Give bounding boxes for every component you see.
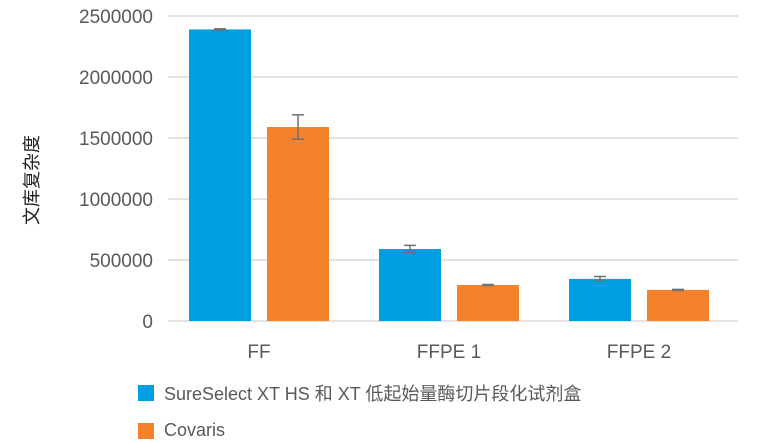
y-axis-label: 文库复杂度 [22,135,42,225]
y-tick-label: 1500000 [79,129,153,150]
bar [379,249,441,321]
gridlines [168,15,738,322]
y-axis-ticks: 0 500000 1000000 1500000 2000000 2500000 [79,7,153,333]
y-tick-label: 1000000 [79,190,153,211]
legend-item-covaris: Covaris [138,420,225,441]
bar [569,278,631,321]
legend-item-sureselect: SureSelect XT HS 和 XT 低起始量酶切片段化试剂盒 [138,380,581,406]
y-tick-label: 500000 [90,251,153,272]
bar [267,127,329,322]
bar [457,285,519,321]
x-category-label: FFPE 2 [607,342,671,363]
legend-swatch-orange [138,422,154,439]
legend-label: Covaris [164,420,226,440]
x-category-label: FFPE 1 [417,342,481,363]
bar [189,29,251,321]
x-axis-categories: FF FFPE 1 FFPE 2 [247,342,671,363]
x-category-label: FF [247,342,270,363]
y-tick-label: 2500000 [79,7,153,28]
y-tick-label: 0 [142,312,153,333]
y-tick-label: 2000000 [79,68,153,89]
bar [647,289,709,321]
bars [189,28,709,322]
legend-label: SureSelect XT HS 和 XT 低起始量酶切片段化试剂盒 [164,384,582,404]
legend-swatch-blue [138,385,154,401]
